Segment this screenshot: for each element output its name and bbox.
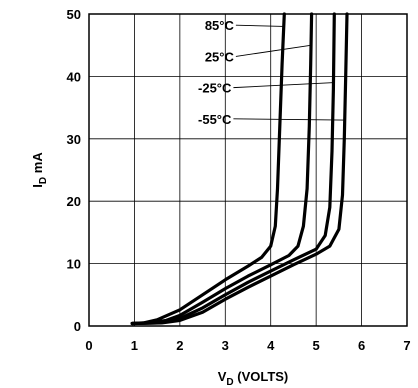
- y-tick-label: 40: [67, 69, 81, 84]
- series-label-2: -25°C: [198, 81, 232, 96]
- plot-frame: [88, 13, 408, 327]
- y-axis-label: ID mA: [30, 152, 49, 188]
- series-leader-1: [235, 44, 312, 57]
- series-label-1: 25°C: [205, 49, 235, 64]
- x-tick-label: 3: [222, 338, 229, 353]
- x-axis-label-rest: (VOLTS): [234, 369, 289, 384]
- x-tick-label: 4: [267, 338, 275, 353]
- x-tick-label: 1: [131, 338, 138, 353]
- x-axis-label-subscript: D: [226, 377, 233, 388]
- label-leaders: [233, 24, 344, 121]
- x-tick-label: 2: [176, 338, 183, 353]
- x-axis-label-main: V: [218, 369, 227, 384]
- y-tick-label: 10: [67, 257, 81, 272]
- y-tick-label: 30: [67, 132, 81, 147]
- series-labels: 85°C 25°C -25°C -55°C: [198, 18, 234, 127]
- y-tick-label: 0: [74, 319, 81, 334]
- x-tick-label: 6: [358, 338, 365, 353]
- x-tick-label: 7: [403, 338, 410, 353]
- series-label-3: -55°C: [198, 112, 232, 127]
- grid: [89, 14, 407, 326]
- series-leader-0: [235, 24, 285, 27]
- curves: [130, 12, 349, 326]
- y-tick-label: 20: [67, 194, 81, 209]
- series-leader-3: [233, 118, 344, 121]
- x-tick-label: 0: [85, 338, 92, 353]
- x-axis-label: VD (VOLTS): [218, 369, 289, 388]
- y-axis-label-main: I: [30, 184, 45, 188]
- y-tick-label: 50: [67, 7, 81, 22]
- series-leader-2: [233, 82, 333, 89]
- y-axis-label-rest: mA: [30, 152, 45, 177]
- series-label-0: 85°C: [205, 18, 235, 33]
- y-axis-label-subscript: D: [38, 177, 49, 184]
- x-tick-labels: 0 1 2 3 4 5 6 7: [85, 338, 410, 353]
- series-curve-2: [130, 12, 336, 326]
- series-curve-3: [130, 12, 349, 326]
- series-curve-0: [130, 12, 286, 326]
- x-tick-label: 5: [313, 338, 320, 353]
- y-tick-labels: 0 10 20 30 40 50: [67, 7, 81, 334]
